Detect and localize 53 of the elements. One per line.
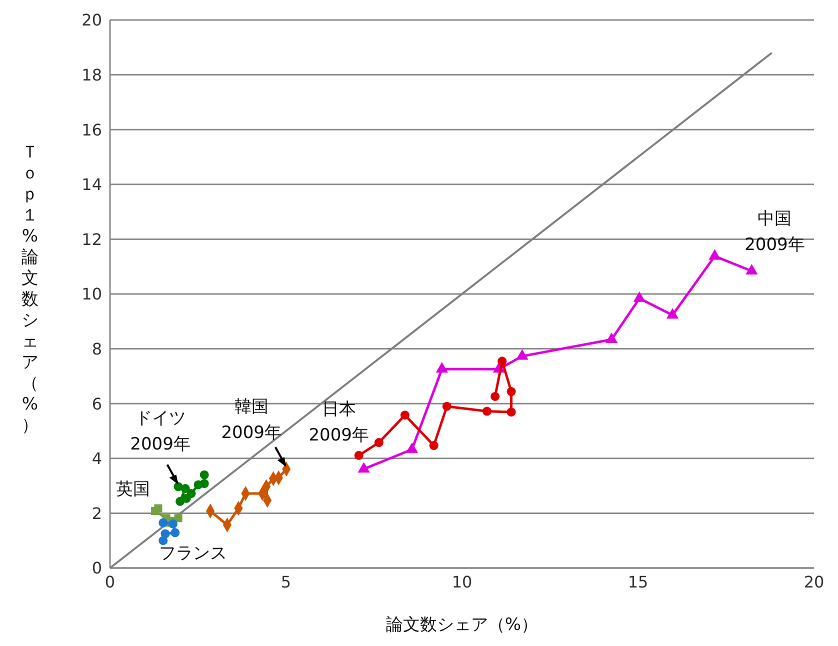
x-tick-label: 5 xyxy=(280,572,292,592)
y-tick-label: 14 xyxy=(82,175,102,194)
point xyxy=(708,249,721,260)
point xyxy=(358,462,370,473)
point xyxy=(406,442,418,453)
y-tick-label: 8 xyxy=(92,339,102,358)
x-tick-label: 0 xyxy=(104,572,116,592)
point xyxy=(158,536,168,546)
point xyxy=(168,519,178,528)
point xyxy=(666,308,679,319)
x-tick-label: 15 xyxy=(628,572,648,592)
point xyxy=(200,470,209,480)
x-tick-label: 10 xyxy=(452,572,472,592)
point xyxy=(374,438,384,448)
point xyxy=(180,484,190,494)
annotation: フランス xyxy=(159,544,228,564)
point xyxy=(170,528,180,538)
point xyxy=(429,441,438,450)
y-tick-label: 4 xyxy=(92,449,102,468)
point xyxy=(151,507,160,516)
point xyxy=(354,450,364,460)
annotation: 英国 xyxy=(116,479,150,500)
point xyxy=(746,264,758,274)
point xyxy=(158,518,168,528)
x-tick-label: 20 xyxy=(804,572,824,592)
annotation: 中国 2009年 xyxy=(744,208,805,255)
y-tick-label: 12 xyxy=(82,230,102,249)
point xyxy=(174,514,182,522)
y-tick-label: 20 xyxy=(82,10,102,30)
annotation: ドイツ 2009年 xyxy=(130,408,190,455)
point xyxy=(200,479,209,488)
point xyxy=(633,291,646,302)
text: Ｔｏｐ１%論文数シェア（%） xyxy=(22,142,38,436)
annotation: 韓国 2009年 xyxy=(221,397,282,444)
y-tick-label: 6 xyxy=(92,394,102,414)
point xyxy=(498,356,507,366)
point xyxy=(516,349,528,360)
point xyxy=(442,402,452,411)
annotation: 日本 2009年 xyxy=(308,399,369,446)
y-tick-label: 10 xyxy=(82,284,102,304)
y-tick-label: 0 xyxy=(92,558,102,578)
point xyxy=(482,406,492,416)
point xyxy=(490,392,500,401)
x-axis-title: 論文数シェア（%） xyxy=(386,615,538,635)
y-tick-label: 2 xyxy=(92,504,102,523)
point xyxy=(436,362,448,373)
point xyxy=(506,408,516,417)
point xyxy=(506,387,516,396)
y-tick-label: 18 xyxy=(82,65,102,84)
y-tick-label: 16 xyxy=(82,120,102,140)
point xyxy=(400,410,410,420)
point xyxy=(186,488,196,498)
point xyxy=(606,332,618,343)
